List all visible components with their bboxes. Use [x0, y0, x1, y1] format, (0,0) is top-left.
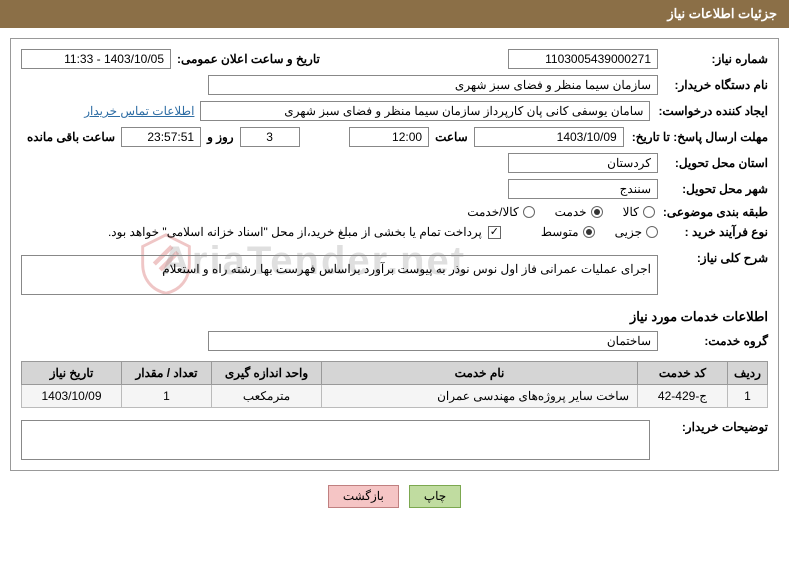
page-header: جزئیات اطلاعات نیاز — [0, 0, 789, 28]
process-label: نوع فرآیند خرید : — [658, 225, 768, 239]
days-and-label: روز و — [201, 130, 240, 144]
need-number-label: شماره نیاز: — [658, 52, 768, 66]
radio-medium-label: متوسط — [541, 225, 579, 239]
services-info-title: اطلاعات خدمات مورد نیاز — [21, 309, 768, 325]
radio-minor-icon — [646, 226, 658, 238]
radio-goods-icon — [643, 206, 655, 218]
row-city: شهر محل تحویل: سنندج — [21, 179, 768, 199]
deadline-time-field: 12:00 — [349, 127, 429, 147]
deadline-date-field: 1403/10/09 — [474, 127, 624, 147]
td-row: 1 — [728, 385, 768, 408]
need-number-field: 1103005439000271 — [508, 49, 658, 69]
time-remaining-label: ساعت باقی مانده — [21, 130, 121, 144]
buyer-org-field: سازمان سیما منظر و فضای سبز شهری — [208, 75, 658, 95]
service-group-field: ساختمان — [208, 331, 658, 351]
back-button[interactable]: بازگشت — [328, 485, 399, 508]
td-unit: مترمکعب — [212, 385, 322, 408]
buyer-notes-label: توضیحات خریدار: — [658, 420, 768, 460]
print-button[interactable]: چاپ — [409, 485, 461, 508]
radio-minor-label: جزیی — [615, 225, 642, 239]
row-deadline: مهلت ارسال پاسخ: تا تاریخ: 1403/10/09 سا… — [21, 127, 768, 147]
announce-date-label: تاریخ و ساعت اعلان عمومی: — [171, 52, 326, 66]
requester-field: سامان یوسفی کانی پان کارپرداز سازمان سیم… — [200, 101, 650, 121]
services-table-container: ردیف کد خدمت نام خدمت واحد اندازه گیری ت… — [21, 361, 768, 408]
row-province: استان محل تحویل: کردستان — [21, 153, 768, 173]
radio-goods-service[interactable]: کالا/خدمت — [467, 205, 534, 219]
table-row: 1 ج-429-42 ساخت سایر پروژه‌های مهندسی عم… — [22, 385, 768, 408]
city-field: سنندج — [508, 179, 658, 199]
category-label: طبقه بندی موضوعی: — [655, 205, 768, 219]
radio-service-label: خدمت — [555, 205, 587, 219]
td-name: ساخت سایر پروژه‌های مهندسی عمران — [322, 385, 638, 408]
announce-date-field: 1403/10/05 - 11:33 — [21, 49, 171, 69]
button-row: چاپ بازگشت — [0, 485, 789, 508]
td-code: ج-429-42 — [638, 385, 728, 408]
radio-goods-label: کالا — [623, 205, 639, 219]
time-label: ساعت — [429, 130, 474, 144]
radio-service[interactable]: خدمت — [555, 205, 603, 219]
buyer-notes-row: توضیحات خریدار: — [21, 420, 768, 460]
row-need-number: شماره نیاز: 1103005439000271 تاریخ و ساع… — [21, 49, 768, 69]
payment-note: پرداخت تمام یا بخشی از مبلغ خرید،از محل … — [108, 225, 488, 239]
desc-text: اجرای عملیات عمرانی فاز اول نوس نوذر به … — [162, 262, 651, 276]
main-form-container: AriaTender.net شماره نیاز: 1103005439000… — [10, 38, 779, 471]
province-label: استان محل تحویل: — [658, 156, 768, 170]
th-unit: واحد اندازه گیری — [212, 362, 322, 385]
radio-service-icon — [591, 206, 603, 218]
row-process: نوع فرآیند خرید : جزیی متوسط پرداخت تمام… — [21, 225, 768, 239]
deadline-label: مهلت ارسال پاسخ: تا تاریخ: — [624, 130, 768, 144]
th-date: تاریخ نیاز — [22, 362, 122, 385]
row-requester: ایجاد کننده درخواست: سامان یوسفی کانی پا… — [21, 101, 768, 121]
row-buyer-org: نام دستگاه خریدار: سازمان سیما منظر و فض… — [21, 75, 768, 95]
th-row: ردیف — [728, 362, 768, 385]
page-title: جزئیات اطلاعات نیاز — [667, 6, 777, 21]
row-category: طبقه بندی موضوعی: کالا خدمت کالا/خدمت — [21, 205, 768, 219]
payment-checkbox[interactable] — [488, 226, 501, 239]
days-remaining-field: 3 — [240, 127, 300, 147]
services-table: ردیف کد خدمت نام خدمت واحد اندازه گیری ت… — [21, 361, 768, 408]
province-field: کردستان — [508, 153, 658, 173]
row-service-group: گروه خدمت: ساختمان — [21, 331, 768, 351]
th-name: نام خدمت — [322, 362, 638, 385]
requester-label: ایجاد کننده درخواست: — [650, 104, 768, 118]
city-label: شهر محل تحویل: — [658, 182, 768, 196]
buyer-notes-box — [21, 420, 650, 460]
th-qty: تعداد / مقدار — [122, 362, 212, 385]
radio-goods[interactable]: کالا — [623, 205, 655, 219]
radio-medium[interactable]: متوسط — [541, 225, 595, 239]
th-code: کد خدمت — [638, 362, 728, 385]
buyer-org-label: نام دستگاه خریدار: — [658, 78, 768, 92]
desc-box: اجرای عملیات عمرانی فاز اول نوس نوذر به … — [21, 255, 658, 295]
td-date: 1403/10/09 — [22, 385, 122, 408]
td-qty: 1 — [122, 385, 212, 408]
buyer-contact-link[interactable]: اطلاعات تماس خریدار — [84, 104, 200, 118]
desc-label: شرح کلی نیاز: — [658, 251, 768, 265]
radio-minor[interactable]: جزیی — [615, 225, 658, 239]
radio-goods-service-label: کالا/خدمت — [467, 205, 518, 219]
row-description: شرح کلی نیاز: اجرای عملیات عمرانی فاز او… — [21, 251, 768, 299]
time-remaining-field: 23:57:51 — [121, 127, 201, 147]
service-group-label: گروه خدمت: — [658, 334, 768, 348]
radio-goods-service-icon — [523, 206, 535, 218]
radio-medium-icon — [583, 226, 595, 238]
table-header-row: ردیف کد خدمت نام خدمت واحد اندازه گیری ت… — [22, 362, 768, 385]
